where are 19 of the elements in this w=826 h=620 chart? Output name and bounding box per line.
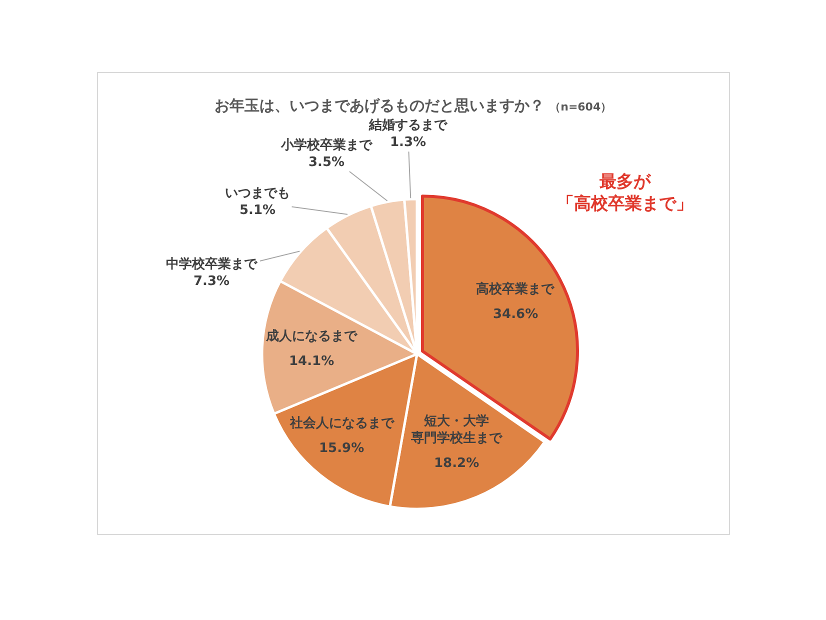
data-label: 5.1% — [239, 202, 276, 218]
data-label: 1.3% — [390, 134, 426, 150]
data-label: 15.9% — [319, 441, 364, 456]
data-label: 3.5% — [308, 154, 345, 170]
slice-label: 高校卒業まで — [476, 281, 555, 297]
slice-label: 短大・大学専門学校生まで — [410, 414, 503, 446]
slice-label: 結婚するまで — [368, 118, 448, 133]
slice-label: 中学校卒業まで — [166, 256, 258, 272]
slice-label: 社会人になるまで — [289, 415, 395, 431]
data-label: 34.6% — [493, 307, 538, 322]
data-label: 18.2% — [434, 456, 480, 471]
text: 最多が「高校卒業まで」 — [557, 172, 693, 214]
slice-label: 成人になるまで — [265, 329, 358, 344]
data-label: 14.1% — [289, 354, 334, 369]
slice-label: 小学校卒業まで — [280, 137, 373, 153]
data-label: 7.3% — [193, 274, 230, 289]
chart-subtitle: （n=604） — [550, 100, 612, 114]
slice-label: いつまでも — [225, 186, 290, 201]
chart-title: お年玉は、いつまであげるものだと思いますか？ — [214, 96, 544, 114]
